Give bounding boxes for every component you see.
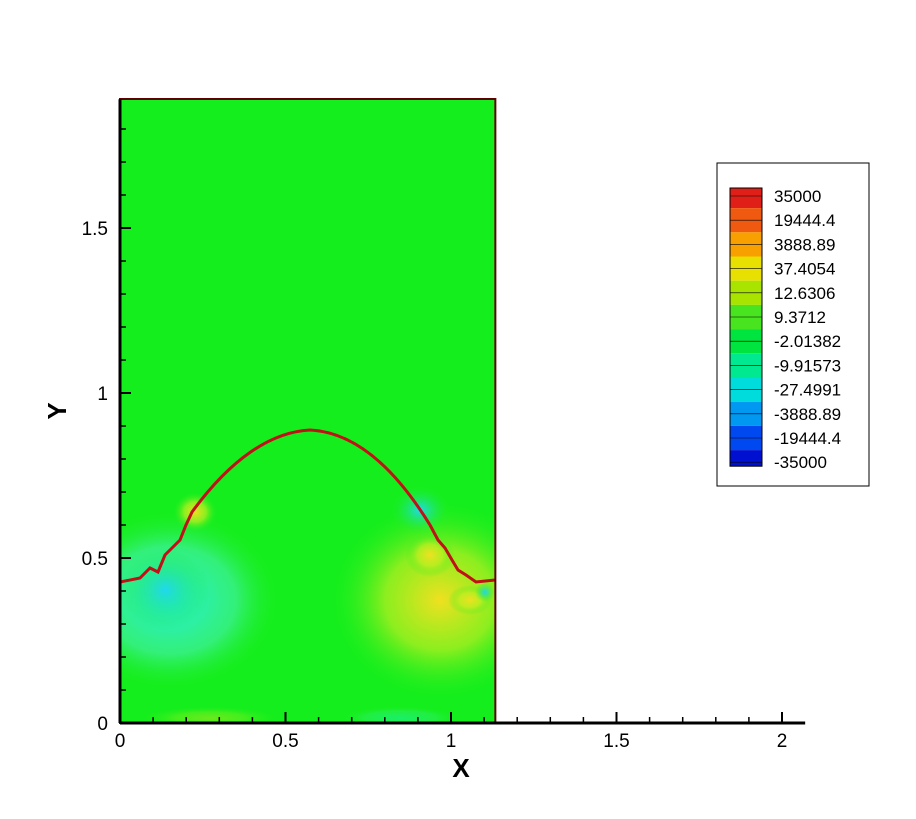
x-tick-label: 0 <box>115 731 126 752</box>
y-tick-label: 0.5 <box>82 549 108 570</box>
legend-label: -9.91573 <box>774 356 841 375</box>
legend-label: 37.4054 <box>774 260 835 279</box>
legend-label: -19444.4 <box>774 429 841 448</box>
legend-label: 3888.89 <box>774 235 835 254</box>
legend-label: 9.3712 <box>774 308 826 327</box>
legend-swatch <box>730 450 762 467</box>
x-tick-label: 0.5 <box>272 731 298 752</box>
legend-label: -35000 <box>774 453 827 472</box>
legend-label: 35000 <box>774 187 821 206</box>
contour-field <box>120 99 496 723</box>
legend-swatch <box>730 188 762 209</box>
x-tick-label: 1.5 <box>603 731 629 752</box>
y-tick-label: 1 <box>97 384 108 405</box>
legend-label: 19444.4 <box>774 211 835 230</box>
y-axis-label: Y <box>42 402 72 419</box>
x-axis-label: X <box>452 753 470 783</box>
legend-bar-border <box>729 187 763 467</box>
x-tick-label: 2 <box>777 731 788 752</box>
legend-label: 12.6306 <box>774 284 835 303</box>
x-tick-label: 1 <box>446 731 457 752</box>
y-tick-label: 1.5 <box>82 219 108 240</box>
y-tick-label: 0 <box>97 714 108 735</box>
legend-label: -27.4991 <box>774 381 841 400</box>
legend-label: -3888.89 <box>774 405 841 424</box>
legend-label: -2.01382 <box>774 332 841 351</box>
